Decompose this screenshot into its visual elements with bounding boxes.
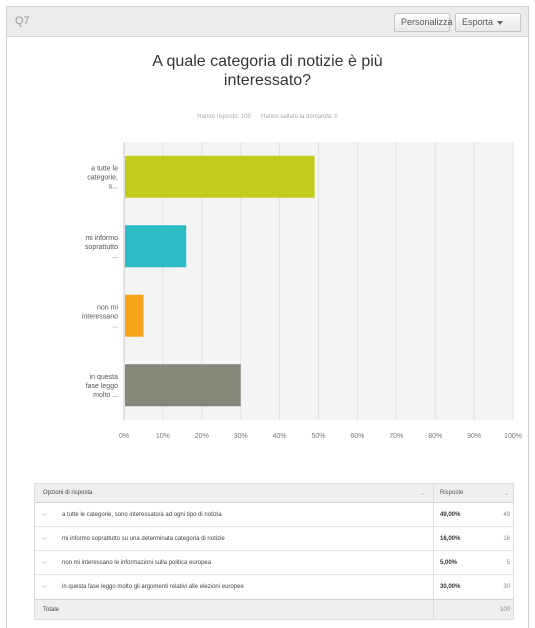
row-percentage: 5,00% — [440, 559, 458, 566]
row-option-text: in questa fase leggo molto gli argomenti… — [62, 584, 244, 590]
sort-icon[interactable]: ⌄ — [420, 490, 426, 497]
x-tick-label: 10% — [156, 433, 170, 440]
chart-title: A quale categoria di notizie è più inter… — [0, 52, 535, 90]
category-labels: a tutte le categorie, s... mi informo soprat… — [82, 165, 119, 399]
bar[interactable] — [125, 364, 241, 407]
table-row: – non mi interessano le informazioni sull… — [35, 551, 513, 575]
category-label: non mi interessano... — [82, 304, 119, 329]
x-tick-label: 100% — [504, 433, 522, 440]
x-tick-label: 0% — [119, 433, 129, 440]
chart-title-text: A quale categoria di notizie è più inter… — [152, 53, 383, 89]
sort-icon[interactable]: ⌄ — [503, 490, 509, 497]
category-label: mi informo soprattutto... — [85, 235, 118, 260]
table-body: – a tutte le categorie, sono interessato/… — [35, 503, 513, 599]
responses-table: Opzioni di risposta ⌄ Risposte ⌄ – a tutt… — [34, 483, 514, 620]
column-divider — [433, 551, 434, 574]
row-option-text: a tutte le categorie, sono interessato/a… — [62, 511, 222, 518]
x-axis-tick-labels: 0% 10% 20% 30% 40% 50% 60% 70% 80% 90% 100% — [119, 433, 522, 440]
chart-subtitle: Hanno risposto: 100 · Hanno saltato la dom… — [0, 114, 535, 120]
x-tick-label: 70% — [389, 433, 403, 440]
x-tick-label: 30% — [234, 433, 248, 440]
row-count: 30 — [503, 584, 510, 590]
table-row: – in questa fase leggo molto gli argoment… — [35, 575, 513, 599]
skipped-count: Hanno saltato la domanda: 0 — [260, 114, 338, 120]
expand-icon[interactable]: – — [43, 535, 47, 542]
x-tick-label: 60% — [350, 433, 364, 440]
question-toolbar: Q7 Personalizza Esporta — [7, 7, 528, 37]
bar-chart: a tutte le categorie, s... mi informo soprat… — [82, 142, 522, 440]
row-count: 5 — [506, 559, 510, 566]
table-row: – mi informo soprattutto su una determina… — [35, 527, 513, 551]
x-tick-label: 90% — [467, 433, 481, 440]
row-option-text: mi informo soprattutto su una determinat… — [62, 535, 225, 542]
export-button[interactable]: Esporta — [455, 13, 521, 32]
row-count: 16 — [503, 535, 510, 542]
row-percentage: 49,00% — [440, 511, 461, 518]
export-button-label: Esporta — [462, 17, 494, 27]
chevron-down-icon — [497, 20, 504, 25]
bar[interactable] — [125, 155, 315, 198]
row-count: 49 — [503, 511, 510, 518]
x-tick-label: 50% — [311, 433, 325, 440]
header-responses[interactable]: Risposte — [440, 490, 464, 496]
question-code: Q7 — [15, 15, 30, 27]
row-percentage: 30,00% — [440, 584, 461, 590]
total-label: Totale — [43, 606, 60, 613]
expand-icon[interactable]: – — [43, 511, 47, 518]
x-tick-label: 80% — [428, 433, 442, 440]
personalize-button[interactable]: Personalizza — [394, 13, 453, 32]
bar[interactable] — [125, 294, 144, 337]
personalize-button-label: Personalizza — [401, 17, 453, 27]
expand-icon[interactable]: – — [43, 559, 47, 566]
column-divider — [433, 484, 434, 502]
bars — [125, 155, 315, 407]
x-tick-label: 20% — [195, 433, 209, 440]
table-header: Opzioni di risposta ⌄ Risposte ⌄ — [35, 484, 513, 503]
row-percentage: 16,00% — [440, 535, 461, 542]
row-option-text: non mi interessano le informazioni sulla… — [62, 559, 212, 566]
expand-icon[interactable]: – — [43, 584, 47, 590]
column-divider — [433, 503, 434, 526]
subtitle-separator: · — [254, 114, 257, 120]
category-label: in questa fase leggo molto ... — [86, 374, 118, 399]
bar[interactable] — [125, 225, 187, 268]
category-label: a tutte le categorie, s... — [87, 165, 118, 190]
table-footer: Totale 100 — [35, 599, 513, 619]
table-row: – a tutte le categorie, sono interessato/… — [35, 503, 513, 527]
column-divider — [433, 527, 434, 550]
total-count: 100 — [499, 606, 510, 613]
header-option[interactable]: Opzioni di risposta — [43, 490, 93, 496]
column-divider — [433, 575, 434, 599]
answered-count: Hanno risposto: 100 — [197, 114, 251, 120]
column-divider — [433, 600, 434, 619]
x-tick-label: 40% — [273, 433, 287, 440]
